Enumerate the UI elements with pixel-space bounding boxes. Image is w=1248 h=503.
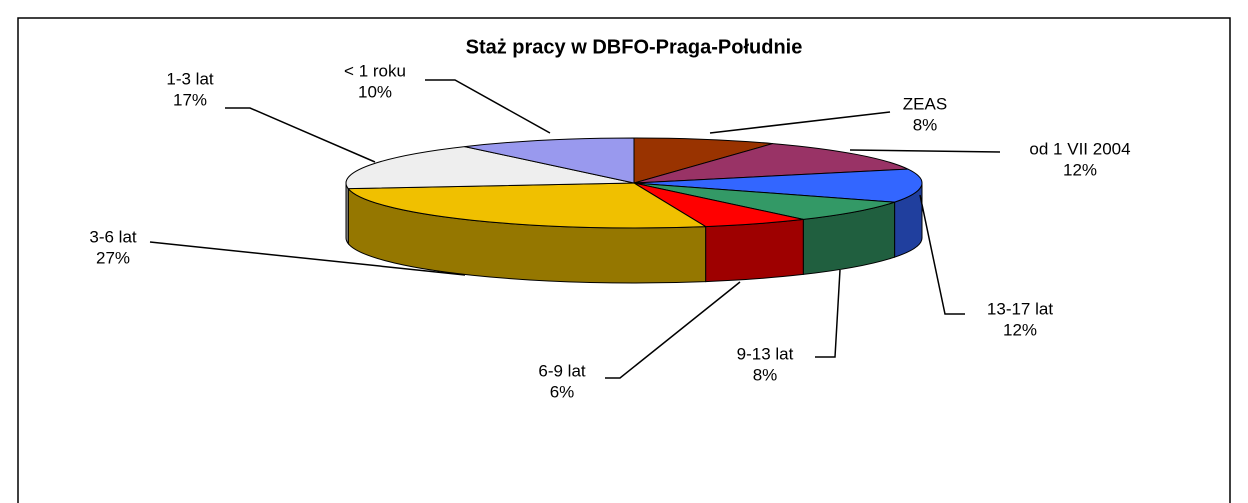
slice-label: 3-6 lat [89,227,137,246]
slice-value-label: 17% [173,90,207,109]
slice [347,182,708,229]
slice-side [345,182,349,246]
slice-value-label: 27% [96,248,130,267]
slice-value-label: 8% [913,115,938,134]
slice [633,182,895,220]
slice-label: 6-9 lat [538,361,586,380]
chart-title: Staż pracy w DBFO-Praga-Południe [466,36,803,58]
slice-label: 9-13 lat [737,344,794,363]
slice-label: 13-17 lat [987,299,1053,318]
slice [345,146,635,190]
slice-value-label: 12% [1003,320,1037,339]
slice [464,137,635,184]
slice-label: 1-3 lat [166,69,214,88]
slice-label: ZEAS [903,94,947,113]
slice-side [705,218,804,283]
leader-line [149,241,466,276]
slice-value-label: 6% [550,382,575,401]
slice-label: < 1 roku [344,61,406,80]
leader-line [709,111,891,134]
leader-line [605,281,741,379]
slice [633,168,923,203]
leader-line [849,149,1001,153]
slice-value-label: 12% [1063,160,1097,179]
slice-value-label: 8% [753,365,778,384]
slice [633,143,909,184]
leader-line [225,107,376,163]
slice [633,137,773,184]
leader-line [919,194,965,315]
slice-value-label: 10% [358,82,392,101]
slice-label: od 1 VII 2004 [1029,139,1130,158]
leader-line [815,269,841,358]
leader-line [425,79,551,134]
